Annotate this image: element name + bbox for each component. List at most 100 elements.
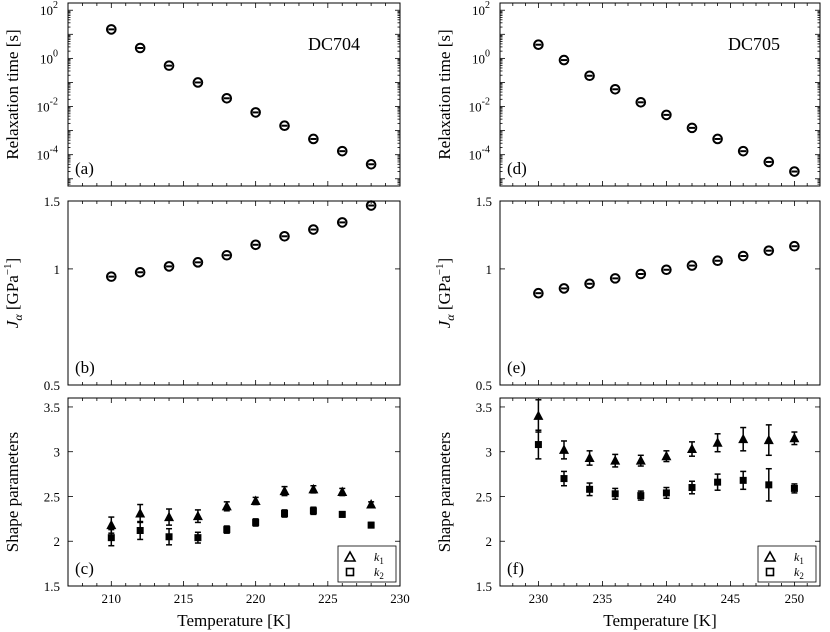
y-tick-label: 2 xyxy=(486,534,493,549)
y-tick-label: 0.5 xyxy=(476,378,492,393)
y-tick-label: 102 xyxy=(40,0,58,18)
panel-label: (f) xyxy=(507,559,524,578)
k1-point xyxy=(687,443,697,454)
y-tick-label: 100 xyxy=(40,48,58,66)
k2-point xyxy=(790,484,798,492)
y-tick-label: 3.5 xyxy=(476,400,492,415)
k2-point xyxy=(765,481,773,489)
k1-point xyxy=(635,455,646,465)
y-tick-label: 100 xyxy=(472,48,490,66)
y-tick-label: 1 xyxy=(54,262,61,277)
k2-point xyxy=(107,534,115,542)
y-tick-label: 10-4 xyxy=(37,145,58,163)
data-point xyxy=(763,156,775,168)
data-point xyxy=(336,217,348,228)
legend-label-k2: k2 xyxy=(794,565,804,581)
panel-a: 10-4 10-2 100 102 Relaxation time [s] (a) DC70… xyxy=(3,0,401,187)
legend-marker-k2 xyxy=(765,567,775,577)
data-point xyxy=(221,249,233,261)
y-tick-label: 1 xyxy=(486,262,493,277)
panel-title: DC704 xyxy=(308,34,360,54)
k2-point xyxy=(662,489,670,497)
data-point xyxy=(661,264,672,276)
data-point xyxy=(686,122,698,134)
k2-point xyxy=(281,509,289,517)
x-axis-label: Temperature [K] xyxy=(603,611,717,630)
k1-point xyxy=(584,452,595,462)
k1-point xyxy=(366,499,377,509)
data-point xyxy=(558,54,570,66)
k2-point xyxy=(367,521,375,529)
data-point xyxy=(365,200,377,211)
data-point xyxy=(533,39,544,50)
k1-point xyxy=(533,410,544,420)
data-point xyxy=(308,133,319,145)
k1-point xyxy=(250,495,261,505)
x-tick-label: 230 xyxy=(529,591,549,606)
legend-label-k1: k1 xyxy=(374,550,384,566)
legend-marker-k1 xyxy=(343,550,357,562)
y-tick-label: 1.5 xyxy=(44,194,60,209)
k1-point xyxy=(221,500,232,511)
panel-f: 230 235 240 245 250 1.5 2 2.5 3 3.5 Shape paramete… xyxy=(435,397,821,630)
y-tick-label: 1.5 xyxy=(476,579,492,594)
panel-label: (a) xyxy=(75,159,94,178)
k1-point xyxy=(559,444,569,454)
k2-point xyxy=(309,507,317,515)
data-point xyxy=(106,24,117,35)
y-tick-label: 10-4 xyxy=(469,145,490,163)
panel-b: 0.5 1 1.5 Jα [GPa−1] (b) xyxy=(2,194,401,393)
k1-point xyxy=(712,437,723,447)
y-tick-label: 2.5 xyxy=(44,489,60,504)
x-tick-label: 230 xyxy=(390,591,410,606)
k2-point xyxy=(223,526,231,534)
k2-point xyxy=(714,478,722,486)
axes-frame xyxy=(499,397,821,587)
axes-frame xyxy=(67,2,401,187)
data-point xyxy=(789,166,800,177)
k1-point xyxy=(135,507,146,518)
k2-point xyxy=(165,533,173,541)
panel-label: (c) xyxy=(75,559,94,578)
k2-point xyxy=(252,518,260,526)
data-point xyxy=(279,120,290,132)
y-tick-label: 10-2 xyxy=(469,97,490,115)
data-point xyxy=(533,287,544,299)
k1-point xyxy=(610,455,621,465)
legend-marker-k1 xyxy=(763,550,777,562)
k1-point xyxy=(763,434,774,445)
data-point xyxy=(712,133,723,145)
panel-label: (b) xyxy=(75,358,95,377)
panel-e: 0.5 1 1.5 Jα [GPa−1] (e) xyxy=(434,194,821,393)
x-axis-label: Temperature [K] xyxy=(177,611,291,630)
data-point xyxy=(308,224,319,235)
k1-point xyxy=(738,433,749,444)
data-point xyxy=(712,255,723,267)
k1-point xyxy=(308,483,319,494)
k2-point xyxy=(136,526,144,534)
x-tick-label: 220 xyxy=(246,591,266,606)
data-point xyxy=(192,77,204,88)
axes-frame xyxy=(499,2,821,187)
data-point xyxy=(763,245,775,256)
y-tick-label: 2 xyxy=(54,534,61,549)
y-tick-label: 1.5 xyxy=(44,579,60,594)
k1-point xyxy=(337,486,348,496)
k2-point xyxy=(611,490,619,498)
legend-label-k2: k2 xyxy=(374,565,384,581)
k1-point xyxy=(164,511,175,522)
k2-point xyxy=(688,484,696,492)
x-tick-label: 225 xyxy=(318,591,338,606)
y-tick-label: 1.5 xyxy=(476,194,492,209)
k1-point xyxy=(279,485,290,496)
x-tick-label: 245 xyxy=(721,591,741,606)
data-point xyxy=(106,271,117,282)
data-point xyxy=(609,83,621,95)
data-point xyxy=(635,268,647,280)
y-tick-label: 2.5 xyxy=(476,489,492,504)
y-tick-label: 3 xyxy=(486,445,493,460)
y-axis-label: Relaxation time [s] xyxy=(3,29,22,159)
legend-marker-k2 xyxy=(345,567,355,577)
data-point xyxy=(737,145,749,157)
